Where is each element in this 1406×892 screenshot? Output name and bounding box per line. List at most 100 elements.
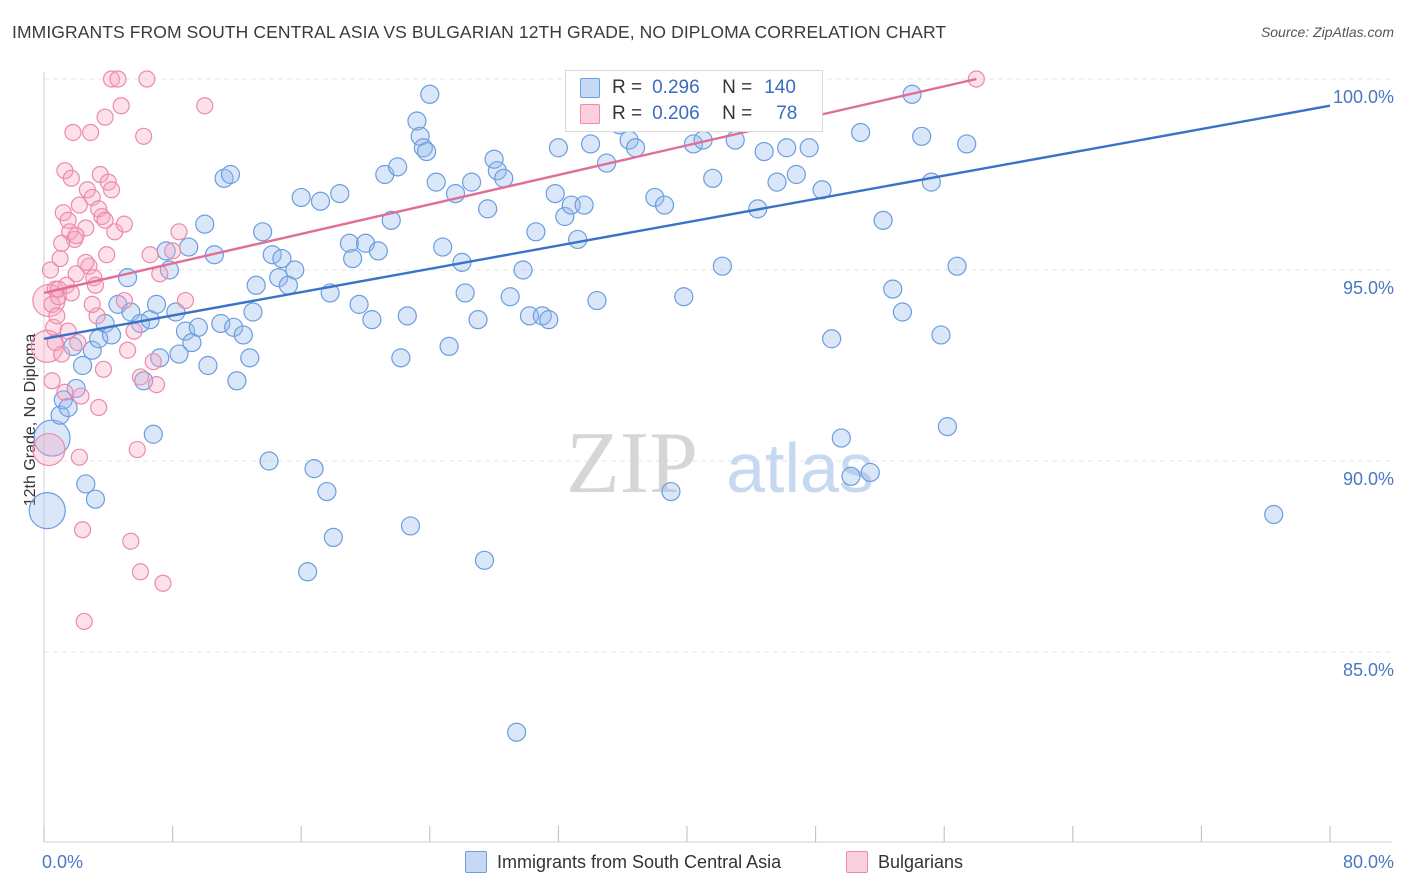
y-tick-label: 95.0% [1342,278,1394,298]
point-immigrants [892,302,913,322]
legend-n-label: N = [722,103,753,124]
point-bulgarians [128,440,146,459]
point-immigrants [957,134,977,154]
point-immigrants [224,317,244,337]
x-tick-max: 80.0% [1342,852,1394,872]
point-bulgarians [164,242,182,260]
point-immigrants [712,256,732,276]
point-immigrants [507,722,527,742]
point-immigrants [66,378,86,399]
point-immigrants [478,199,498,219]
point-immigrants [343,248,363,269]
point-immigrants [461,172,482,192]
point-bulgarians [41,261,60,279]
point-immigrants [349,294,369,314]
point-immigrants [931,325,951,345]
point-immigrants [143,424,163,444]
point-immigrants [220,164,241,185]
point-bulgarians [82,123,100,142]
point-bulgarians [67,227,85,245]
legend: R = 0.296 N = 140 R = 0.206 N = 78 [565,70,823,132]
point-immigrants [494,168,514,188]
point-bulgarians [138,70,156,88]
point-immigrants [947,256,967,276]
point-immigrants [500,287,520,307]
point-immigrants [484,149,504,169]
point-bulgarians [147,376,166,394]
legend-row-bulgarians: R = 0.206 N = 78 [580,102,797,126]
point-bulgarians [125,322,143,340]
point-bulgarians [67,265,85,283]
point-bulgarians [118,341,137,359]
point-immigrants [580,134,601,154]
point-immigrants [767,172,787,192]
point-bulgarians [70,196,88,214]
legend-r-value: 0.296 [652,77,700,98]
trend-line-bulgarians [43,77,977,295]
legend-swatch-blue [580,78,600,98]
point-bulgarians [96,211,114,229]
point-bulgarians [131,563,150,581]
legend-r-value: 0.206 [652,103,700,124]
bottom-legend-label: Immigrants from South Central Asia [497,851,782,872]
point-bulgarians [102,181,121,199]
point-bulgarians [51,249,69,268]
point-bulgarians [48,307,66,325]
point-immigrants [439,336,459,356]
point-immigrants [574,195,594,215]
point-bulgarians [131,368,150,386]
x-tick-min: 0.0% [42,852,84,872]
point-immigrants [253,222,273,242]
point-immigrants [310,191,331,211]
point-immigrants [240,348,260,368]
point-bulgarians [43,372,61,390]
legend-r-label: R = [612,103,643,124]
point-bulgarians [73,521,92,539]
axes [43,72,1392,843]
point-immigrants [28,492,66,530]
point-immigrants [397,306,417,326]
point-immigrants [169,344,189,364]
legend-r-label: R = [612,77,643,98]
point-immigrants [211,313,231,334]
point-bulgarians [62,284,80,302]
point-immigrants [304,459,324,479]
point-bulgarians [176,291,195,310]
point-bulgarians [75,612,93,631]
point-immigrants [82,340,102,360]
point-immigrants [195,214,215,234]
point-immigrants [937,417,958,437]
point-immigrants [860,462,880,483]
point-immigrants [388,157,408,177]
point-immigrants [545,184,565,204]
point-immigrants [198,355,218,376]
point-immigrants [822,329,842,349]
point-immigrants [426,172,446,192]
bottom-legend-bulgarians: Bulgarians [846,851,963,873]
point-immigrants [455,283,475,303]
point-immigrants [912,126,932,146]
point-bulgarians [59,322,77,340]
point-immigrants [175,321,196,341]
point-bulgarians [112,97,130,115]
point-immigrants [777,138,797,158]
point-bulgarians [72,387,90,405]
point-immigrants [799,138,819,158]
point-immigrants [548,138,569,158]
point-bulgarians [96,108,114,126]
point-immigrants [883,279,903,299]
point-immigrants [416,141,437,162]
point-immigrants [625,138,646,158]
point-immigrants [400,516,421,536]
point-immigrants [272,248,292,269]
point-immigrants [233,325,253,345]
point-bulgarians [83,295,101,313]
legend-swatch-pink [580,104,600,124]
point-immigrants [330,184,350,204]
point-immigrants [285,260,305,280]
y-tick-label: 100.0% [1332,87,1394,107]
point-immigrants [1264,504,1284,525]
point-bulgarians [154,574,172,592]
series-immigrants-points [28,84,1284,742]
